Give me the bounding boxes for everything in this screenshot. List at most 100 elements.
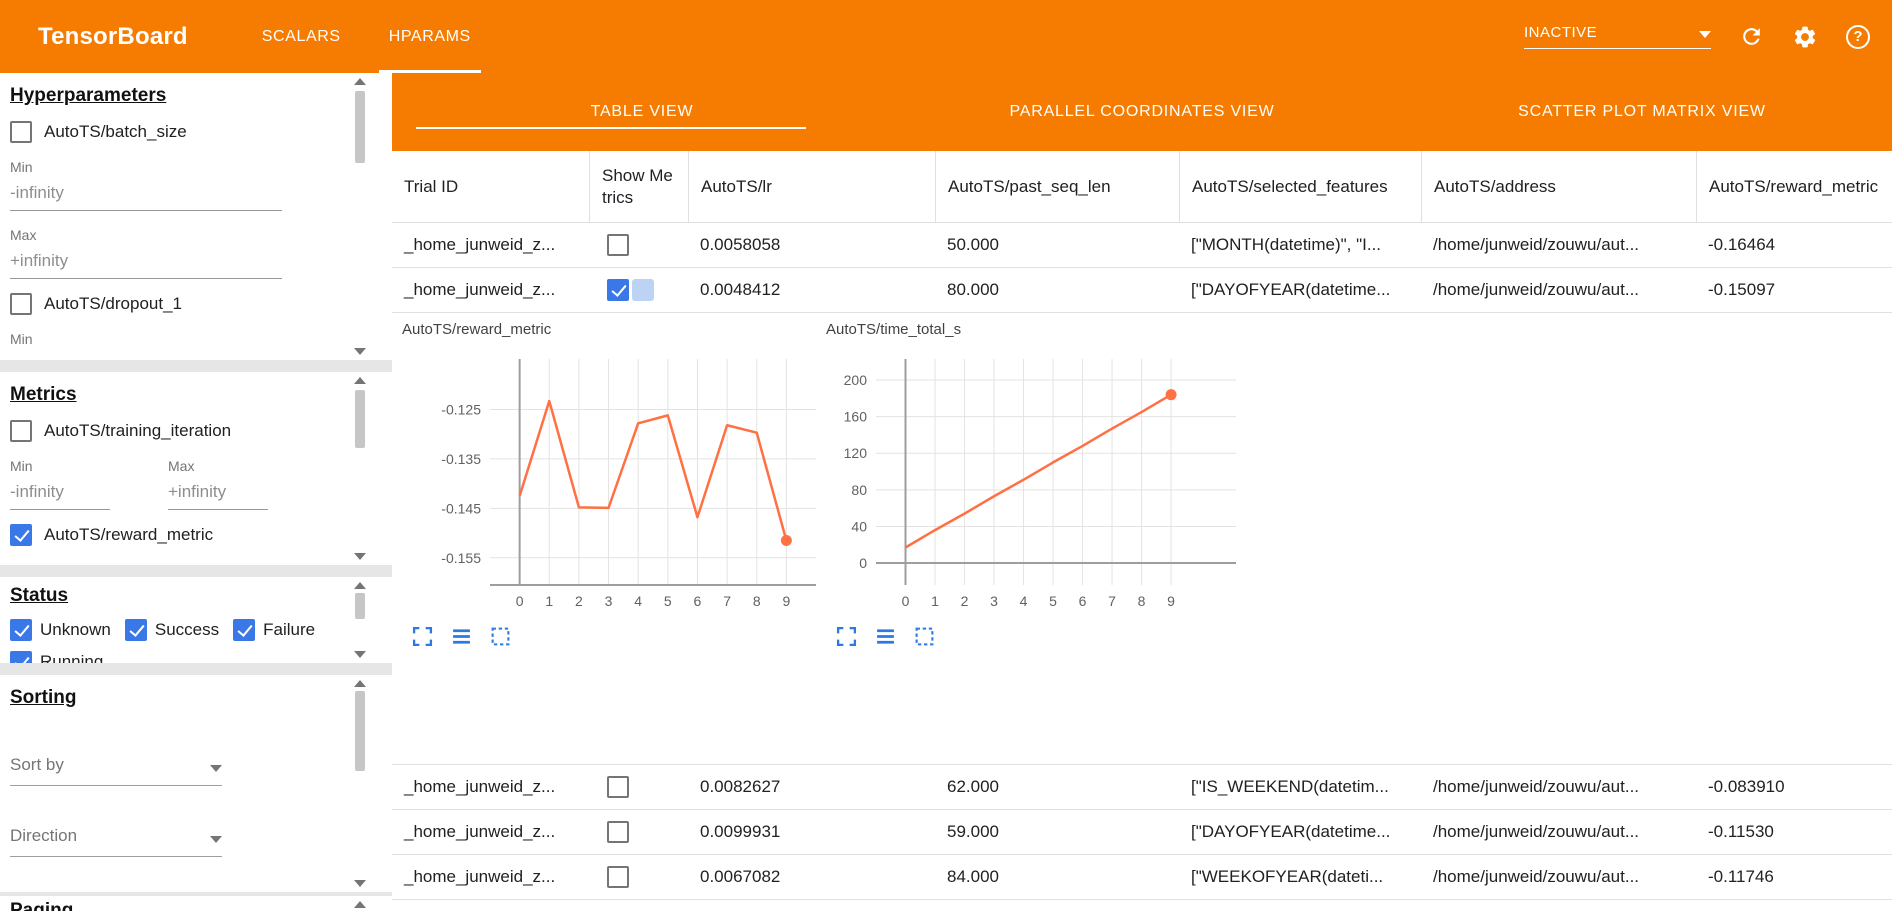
reward-metric-line-chart[interactable]: -0.125 -0.135 -0.145 -0.155 0 1 2 3 4 5 6 7 8 9: [400, 347, 824, 615]
show-metrics-checkbox[interactable]: [607, 776, 629, 798]
metrics-scrollbar[interactable]: [354, 374, 366, 563]
settings-button[interactable]: [1792, 24, 1818, 50]
plugin-tabs: SCALARS HPARAMS: [238, 0, 495, 73]
failure-checkbox[interactable]: [233, 619, 256, 641]
expand-chart-button[interactable]: [836, 625, 858, 647]
max-input[interactable]: +infinity: [10, 251, 282, 279]
scroll-up-icon[interactable]: [354, 582, 366, 589]
min-max-pair: Min Max: [10, 546, 382, 565]
address-cell: /home/junweid/zouwu/aut...: [1433, 777, 1640, 796]
show-metrics-checkbox[interactable]: [607, 866, 629, 888]
expand-icon: [836, 626, 857, 646]
max-label: Max: [168, 458, 195, 474]
lr-cell: 0.0048412: [700, 280, 781, 299]
hyperparameters-section: Hyperparameters AutoTS/batch_size Min -i…: [0, 73, 392, 360]
data-rows-button[interactable]: [875, 625, 897, 647]
table-row: _home_junweid_z... 0.0082627 62.000 ["IS…: [392, 765, 1892, 810]
column-header-past-seq-len: AutoTS/past_seq_len: [935, 151, 1179, 222]
selected-features-cell: ["DAYOFYEAR(datetime...: [1191, 280, 1391, 299]
data-rows-button[interactable]: [451, 625, 473, 647]
svg-text:9: 9: [782, 593, 790, 609]
scroll-thumb[interactable]: [355, 691, 365, 771]
past-seq-len-cell: 62.000: [947, 777, 999, 796]
metrics-section: Metrics AutoTS/training_iteration Min -i…: [0, 372, 392, 565]
show-metrics-checkbox[interactable]: [607, 279, 629, 301]
batch-size-checkbox[interactable]: [10, 121, 32, 143]
expand-chart-button[interactable]: [412, 625, 434, 647]
run-status-dropdown[interactable]: INACTIVE: [1524, 24, 1711, 49]
column-header-address: AutoTS/address: [1421, 151, 1696, 222]
trial-id-cell: _home_junweid_z...: [404, 235, 556, 254]
selection-box-button[interactable]: [914, 625, 936, 647]
metric-charts-panel: AutoTS/reward_metric -0.125 -0.135 -0.145-…: [392, 313, 1892, 765]
selection-box-button[interactable]: [490, 625, 512, 647]
scroll-up-icon[interactable]: [354, 901, 366, 908]
sorting-scrollbar[interactable]: [354, 677, 366, 890]
hyperparameters-scrollbar[interactable]: [354, 75, 366, 358]
min-input[interactable]: -infinity: [10, 482, 110, 510]
svg-text:1: 1: [545, 593, 553, 609]
scroll-up-icon[interactable]: [354, 680, 366, 687]
min-label: Min: [10, 458, 33, 474]
tab-scatter-plot-matrix-view[interactable]: SCATTER PLOT MATRIX VIEW: [1518, 103, 1766, 120]
status-scrollbar[interactable]: [354, 579, 366, 661]
selection-box-icon: [491, 627, 510, 645]
help-button[interactable]: ?: [1846, 24, 1870, 49]
unknown-checkbox[interactable]: [10, 619, 32, 641]
scroll-thumb[interactable]: [355, 390, 365, 448]
time-total-line-chart[interactable]: 0 40 80 120 160 200 0 1 2 3 4 5 6 7 8 9: [824, 347, 1260, 615]
show-metrics-checkbox[interactable]: [607, 821, 629, 843]
section-divider: [0, 565, 392, 577]
max-input[interactable]: +infinity: [168, 482, 268, 510]
scroll-thumb[interactable]: [355, 593, 365, 619]
svg-text:120: 120: [844, 445, 868, 461]
expand-icon: [412, 626, 433, 646]
scroll-up-icon[interactable]: [354, 377, 366, 384]
table-row: _home_junweid_z... 0.0099931 59.000 ["DA…: [392, 810, 1892, 855]
svg-text:200: 200: [844, 372, 868, 388]
svg-text:5: 5: [1049, 593, 1057, 609]
hparams-sidebar: Hyperparameters AutoTS/batch_size Min -i…: [0, 73, 392, 911]
tab-parallel-coordinates-view[interactable]: PARALLEL COORDINATES VIEW: [1009, 103, 1275, 120]
table-row: _home_junweid_z... 0.0058058 50.000 ["MO…: [392, 223, 1892, 268]
refresh-button[interactable]: [1739, 24, 1764, 49]
reward-metric-chart-block: AutoTS/reward_metric -0.125 -0.135 -0.145-…: [400, 319, 824, 764]
scroll-down-icon[interactable]: [354, 651, 366, 658]
param-label: AutoTS/batch_size: [44, 122, 187, 141]
direction-dropdown[interactable]: Direction: [10, 826, 222, 857]
reward-metric-cell: -0.083910: [1708, 777, 1785, 796]
scroll-down-icon[interactable]: [354, 880, 366, 887]
svg-text:4: 4: [634, 593, 642, 609]
selected-features-cell: ["DAYOFYEAR(datetime...: [1191, 822, 1391, 841]
sort-by-dropdown[interactable]: Sort by: [10, 755, 222, 786]
table-header-row: Trial ID Show Metrics AutoTS/lr AutoTS/p…: [392, 151, 1892, 223]
min-label: Min: [10, 159, 33, 175]
scroll-down-icon[interactable]: [354, 348, 366, 355]
status-label: Success: [154, 620, 220, 639]
dropout-1-checkbox[interactable]: [10, 293, 32, 315]
paging-scrollbar[interactable]: [354, 898, 366, 909]
dropdown-arrow-icon: [1699, 31, 1711, 38]
scroll-up-icon[interactable]: [354, 78, 366, 85]
min-input[interactable]: -infinity: [10, 183, 282, 211]
show-metrics-cell: [589, 234, 688, 256]
past-seq-len-cell: 50.000: [947, 235, 999, 254]
reward-metric-checkbox[interactable]: [10, 524, 32, 546]
status-title: Status: [10, 585, 69, 606]
tab-scalars[interactable]: SCALARS: [261, 27, 341, 45]
scroll-down-icon[interactable]: [354, 553, 366, 560]
scroll-thumb[interactable]: [355, 91, 365, 163]
table-row: _home_junweid_z... 0.0048412 80.000 ["DA…: [392, 268, 1892, 313]
tab-table-view[interactable]: TABLE VIEW: [392, 73, 892, 151]
running-checkbox[interactable]: [10, 651, 32, 663]
status-label: Unknown: [40, 620, 111, 639]
success-checkbox[interactable]: [124, 619, 147, 641]
help-icon: ?: [1846, 24, 1870, 49]
address-cell: /home/junweid/zouwu/aut...: [1433, 867, 1640, 886]
data-rows-icon: [877, 628, 894, 644]
show-metrics-checkbox[interactable]: [607, 234, 629, 256]
show-metrics-cell: [589, 279, 688, 301]
tab-hparams[interactable]: HPARAMS: [365, 0, 495, 73]
training-iteration-checkbox[interactable]: [10, 420, 32, 442]
direction-value: Direction: [10, 826, 78, 845]
